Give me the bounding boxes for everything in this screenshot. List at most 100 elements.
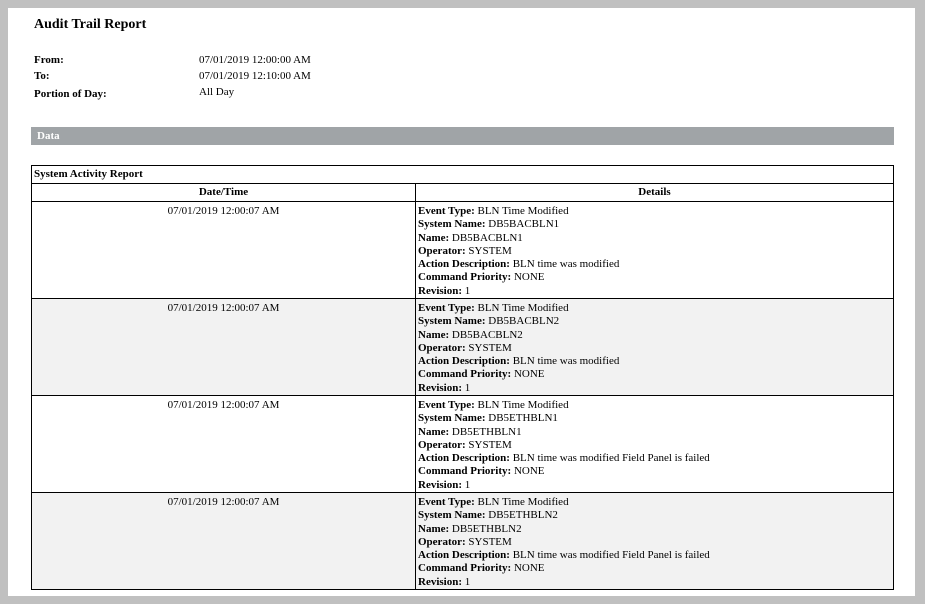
table-row: 07/01/2019 12:00:07 AM Event Type: BLN Ti… xyxy=(31,395,894,493)
detail-line: Operator: SYSTEM xyxy=(418,439,891,452)
detail-line: Event Type: BLN Time Modified xyxy=(418,205,891,218)
detail-value: SYSTEM xyxy=(468,341,512,354)
detail-value: NONE xyxy=(513,368,545,381)
datetime-cell: 07/01/2019 12:00:07 AM xyxy=(31,395,416,493)
detail-label: Revision: xyxy=(418,381,462,391)
detail-value: BLN time was modified xyxy=(512,258,620,271)
detail-line: Name: DB5ETHBLN1 xyxy=(418,426,891,439)
detail-label: Name: xyxy=(418,425,450,438)
detail-line: Command Priority: NONE xyxy=(418,465,891,478)
detail-label: Revision: xyxy=(418,478,462,488)
detail-line: System Name: DB5ETHBLN1 xyxy=(418,412,891,425)
detail-value: DB5BACBLN1 xyxy=(451,231,523,244)
table-caption: System Activity Report xyxy=(31,165,894,184)
details-cell: Event Type: BLN Time Modified System Name… xyxy=(415,395,894,493)
details-list: Event Type: BLN Time Modified System Name… xyxy=(416,299,893,391)
detail-line: Operator: SYSTEM xyxy=(418,342,891,355)
column-header-details: Details xyxy=(415,183,894,202)
detail-label: System Name: xyxy=(418,509,486,522)
detail-value: SYSTEM xyxy=(468,535,512,548)
detail-line: System Name: DB5BACBLN1 xyxy=(418,218,891,231)
detail-value: DB5ETHBLN1 xyxy=(451,425,522,438)
detail-label: Operator: xyxy=(418,244,466,257)
detail-line: Command Priority: NONE xyxy=(418,368,891,381)
details-cell: Event Type: BLN Time Modified System Name… xyxy=(415,298,894,396)
details-list: Event Type: BLN Time Modified System Name… xyxy=(416,396,893,488)
meta-label: Portion of Day: xyxy=(34,88,107,100)
detail-value: NONE xyxy=(513,271,545,284)
detail-line: Revision: 1 xyxy=(418,479,891,488)
detail-label: Command Priority: xyxy=(418,562,512,575)
detail-label: Name: xyxy=(418,328,450,341)
table-row: 07/01/2019 12:00:07 AM Event Type: BLN Ti… xyxy=(31,201,894,299)
detail-line: Revision: 1 xyxy=(418,382,891,391)
column-header-datetime: Date/Time xyxy=(31,183,416,202)
details-cell: Event Type: BLN Time Modified System Name… xyxy=(415,492,894,590)
detail-line: Name: DB5BACBLN2 xyxy=(418,329,891,342)
table-row: 07/01/2019 12:00:07 AM Event Type: BLN Ti… xyxy=(31,298,894,396)
detail-line: Event Type: BLN Time Modified xyxy=(418,302,891,315)
detail-label: Command Priority: xyxy=(418,465,512,478)
detail-line: Command Priority: NONE xyxy=(418,562,891,575)
detail-value: NONE xyxy=(513,465,545,478)
meta-value: 07/01/2019 12:10:00 AM xyxy=(199,70,311,82)
datetime-cell: 07/01/2019 12:00:07 AM xyxy=(31,201,416,299)
detail-label: Event Type: xyxy=(418,399,475,411)
detail-label: Name: xyxy=(418,522,450,535)
meta-label: To: xyxy=(34,70,50,82)
detail-label: Event Type: xyxy=(418,302,475,314)
detail-label: Revision: xyxy=(418,575,462,585)
detail-value: DB5ETHBLN2 xyxy=(451,522,522,535)
detail-label: Operator: xyxy=(418,438,466,451)
detail-line: Name: DB5BACBLN1 xyxy=(418,232,891,245)
detail-value: NONE xyxy=(513,562,545,575)
detail-value: SYSTEM xyxy=(468,438,512,451)
detail-line: Operator: SYSTEM xyxy=(418,536,891,549)
detail-value: DB5BACBLN2 xyxy=(451,328,523,341)
detail-value: BLN time was modified Field Panel is fai… xyxy=(512,549,710,562)
details-cell: Event Type: BLN Time Modified System Name… xyxy=(415,201,894,299)
detail-label: Action Description: xyxy=(418,549,510,562)
detail-label: Command Priority: xyxy=(418,271,512,284)
detail-line: Command Priority: NONE xyxy=(418,271,891,284)
detail-line: Operator: SYSTEM xyxy=(418,245,891,258)
detail-value: BLN time was modified Field Panel is fai… xyxy=(512,452,710,465)
detail-line: Action Description: BLN time was modifie… xyxy=(418,355,891,368)
detail-label: System Name: xyxy=(418,412,486,425)
detail-value: DB5ETHBLN2 xyxy=(488,509,558,522)
detail-label: Operator: xyxy=(418,341,466,354)
report-title: Audit Trail Report xyxy=(34,17,147,32)
table-body: 07/01/2019 12:00:07 AM Event Type: BLN Ti… xyxy=(31,201,894,590)
table-row: 07/01/2019 12:00:07 AM Event Type: BLN Ti… xyxy=(31,492,894,590)
data-section-header: Data xyxy=(31,127,894,145)
detail-label: Name: xyxy=(418,231,450,244)
detail-label: Event Type: xyxy=(418,205,475,217)
detail-line: Event Type: BLN Time Modified xyxy=(418,496,891,509)
datetime-cell: 07/01/2019 12:00:07 AM xyxy=(31,492,416,590)
detail-line: Revision: 1 xyxy=(418,285,891,294)
detail-label: Action Description: xyxy=(418,258,510,271)
detail-line: System Name: DB5ETHBLN2 xyxy=(418,509,891,522)
detail-line: Action Description: BLN time was modifie… xyxy=(418,549,891,562)
detail-value: SYSTEM xyxy=(468,244,512,257)
system-activity-table: System Activity Report Date/Time Details… xyxy=(31,165,894,590)
detail-line: Event Type: BLN Time Modified xyxy=(418,399,891,412)
detail-value: 1 xyxy=(464,284,471,294)
detail-value: BLN time was modified xyxy=(512,355,620,368)
detail-value: 1 xyxy=(464,381,471,391)
detail-line: Revision: 1 xyxy=(418,576,891,585)
datetime-cell: 07/01/2019 12:00:07 AM xyxy=(31,298,416,396)
detail-value: 1 xyxy=(464,575,471,585)
detail-value: DB5BACBLN1 xyxy=(488,218,560,231)
detail-line: Action Description: BLN time was modifie… xyxy=(418,258,891,271)
detail-value: DB5BACBLN2 xyxy=(488,315,560,328)
detail-label: System Name: xyxy=(418,218,486,231)
meta-value: All Day xyxy=(199,86,235,98)
detail-line: Name: DB5ETHBLN2 xyxy=(418,523,891,536)
details-list: Event Type: BLN Time Modified System Name… xyxy=(416,202,893,294)
detail-label: Event Type: xyxy=(418,496,475,508)
detail-label: Operator: xyxy=(418,535,466,548)
detail-label: Action Description: xyxy=(418,355,510,368)
detail-value: BLN Time Modified xyxy=(477,205,569,217)
detail-value: 1 xyxy=(464,478,471,488)
